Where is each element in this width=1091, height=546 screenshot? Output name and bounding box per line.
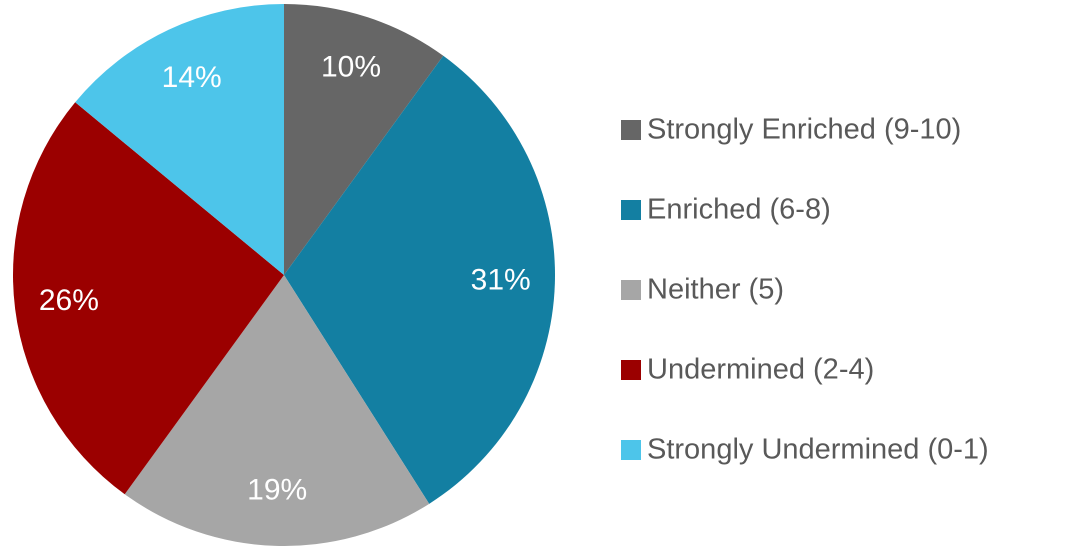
- data-label: 19%: [247, 474, 307, 507]
- legend-label: Undermined (2-4): [647, 354, 874, 386]
- legend-swatch: [621, 280, 641, 300]
- data-label: 26%: [39, 284, 99, 317]
- legend-label: Enriched (6-8): [647, 194, 831, 226]
- pie-slice: [124, 275, 430, 546]
- data-label: 14%: [162, 61, 222, 94]
- data-label: 31%: [471, 264, 531, 297]
- pie-slice: [284, 4, 444, 275]
- pie-slice: [75, 4, 284, 275]
- legend-label: Strongly Enriched (9-10): [647, 114, 961, 146]
- legend-label: Neither (5): [647, 274, 784, 306]
- legend-swatch: [621, 360, 641, 380]
- legend-swatch: [621, 120, 641, 140]
- legend-swatch: [621, 440, 641, 460]
- data-label: 10%: [321, 51, 381, 84]
- pie-slice: [284, 55, 555, 504]
- pie-slice: [12, 102, 285, 495]
- legend-swatch: [621, 200, 641, 220]
- legend-label: Strongly Undermined (0-1): [647, 434, 989, 466]
